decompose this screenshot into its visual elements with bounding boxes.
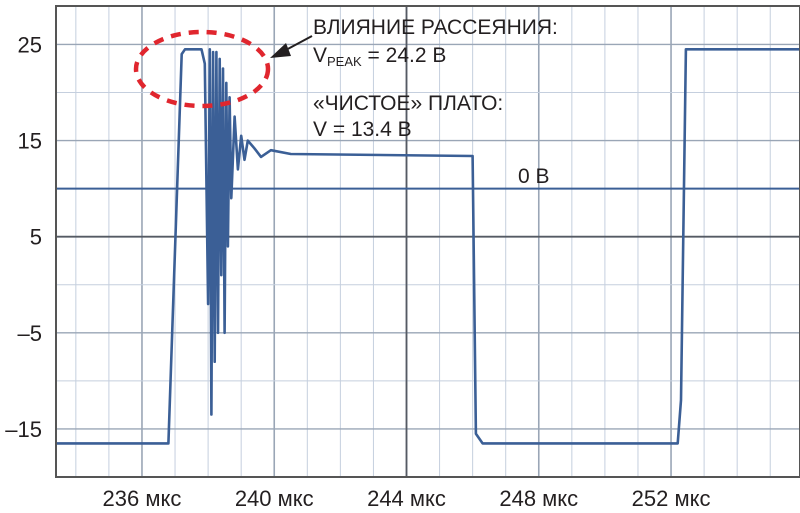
y-tick-label: 15 — [18, 129, 42, 154]
peak-voltage-label: VPEAK = 24.2 В — [313, 44, 446, 69]
plateau-value: V = 13.4 В — [313, 118, 412, 141]
peak-subscript: PEAK — [327, 54, 362, 69]
peak-v-prefix: V — [313, 44, 327, 67]
y-tick-label: 5 — [30, 225, 42, 250]
y-axis: 25 15 5 –5 –15 — [5, 32, 42, 441]
annotation-arrow — [270, 35, 313, 58]
y-tick-label: –15 — [5, 417, 42, 442]
peak-value: = 24.2 В — [362, 44, 447, 67]
signal-trace — [56, 48, 800, 445]
zero-volt-label: 0 В — [518, 165, 550, 188]
series-layer — [56, 48, 800, 445]
x-tick-label: 240 мкс — [235, 486, 314, 511]
dissipation-highlight-ellipse — [133, 29, 271, 109]
y-tick-label: 25 — [18, 32, 42, 57]
y-tick-label: –5 — [18, 321, 42, 346]
x-tick-label: 244 мкс — [367, 486, 446, 511]
dissipation-title: ВЛИЯНИЕ РАССЕЯНИЯ: — [313, 16, 558, 39]
plot-background — [56, 6, 800, 477]
plateau-title: «ЧИСТОЕ» ПЛАТО: — [313, 92, 503, 115]
x-tick-label: 236 мкс — [103, 486, 182, 511]
plot-frame — [55, 5, 800, 478]
x-tick-label: 252 мкс — [632, 486, 711, 511]
x-tick-label: 248 мкс — [499, 486, 578, 511]
x-axis: 236 мкс 240 мкс 244 мкс 248 мкс 252 мкс — [103, 486, 711, 511]
